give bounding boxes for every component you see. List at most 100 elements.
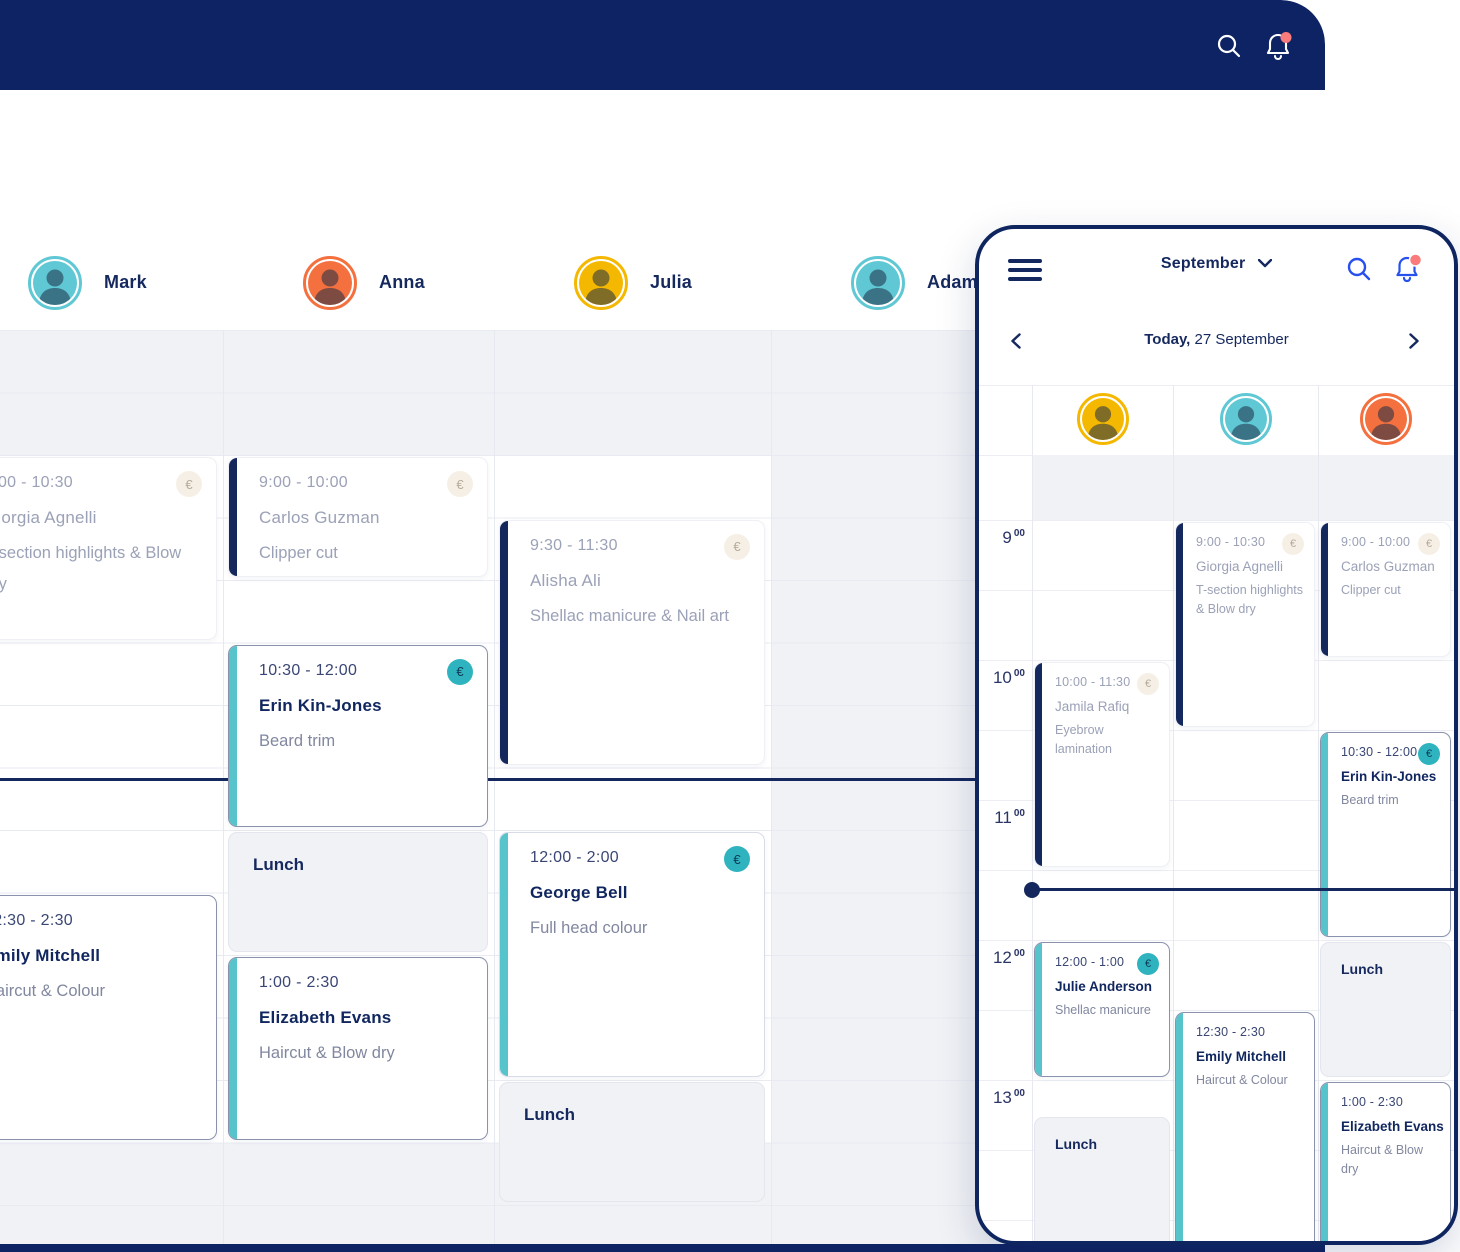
grid-line: [979, 1010, 1454, 1011]
avatar-ring: [851, 255, 905, 310]
appointment-service: Beard trim: [259, 731, 336, 750]
avatar: [303, 255, 357, 310]
bell-icon[interactable]: [1263, 31, 1293, 63]
appointment-card[interactable]: 12:00 - 2:00 George Bell Full head colour €: [499, 832, 765, 1077]
staff-column-header[interactable]: Anna: [303, 235, 425, 330]
mobile-calendar-app: September Today, 27 September 9 00 10 0: [979, 229, 1454, 1241]
closed-slot-band: [1032, 455, 1454, 520]
staff-column-header[interactable]: Mark: [28, 235, 147, 330]
appointment-color-bar: [1035, 663, 1042, 866]
avatar-ring: [303, 255, 357, 310]
appointment-service: Full head colour: [530, 919, 648, 937]
lunch-label: Lunch: [253, 855, 304, 874]
euro-price-icon: €: [447, 471, 473, 497]
mobile-date-navigation: Today, 27 September: [979, 325, 1454, 361]
appointment-client-name: Giorgia Agnelli: [0, 508, 97, 527]
grid-line: [979, 870, 1454, 871]
appointment-service: Haircut & Colour: [1196, 1073, 1288, 1087]
avatar-photo: [1365, 398, 1407, 440]
avatar-ring: [1360, 393, 1412, 445]
appointment-time: 1:00 - 2:30: [1341, 1095, 1403, 1109]
top-navigation-bar: [0, 0, 1325, 90]
euro-price-icon: €: [1282, 533, 1304, 555]
appointment-card[interactable]: 9:30 - 11:30 Alisha Ali Shellac manicure &…: [499, 519, 765, 765]
lunch-block[interactable]: Lunch: [1034, 1117, 1170, 1241]
appointment-card[interactable]: 10:30 - 12:00 Erin Kin-Jones Beard trim €: [1320, 732, 1451, 937]
hour-label: 9 00: [1002, 528, 1025, 547]
column-divider: [1032, 385, 1033, 1241]
bottom-bar: [0, 1244, 1325, 1252]
appointment-service: Shellac manicure & Nail art: [530, 606, 729, 625]
appointment-client-name: Erin Kin-Jones: [259, 695, 382, 715]
appointment-color-bar: [1321, 523, 1328, 656]
appointment-card[interactable]: 12:00 - 1:00 Julie Anderson Shellac manicu…: [1034, 942, 1170, 1077]
appointment-card[interactable]: 9:00 - 10:00 Carlos Guzman Clipper cut €: [228, 457, 488, 577]
column-divider: [1318, 385, 1319, 1241]
lunch-block[interactable]: Lunch: [499, 1082, 765, 1202]
appointment-card[interactable]: 9:00 - 10:00 Carlos Guzman Clipper cut €: [1320, 522, 1451, 657]
search-icon[interactable]: [1216, 33, 1242, 59]
avatar: [1360, 393, 1412, 445]
bell-icon[interactable]: [1391, 253, 1423, 285]
hamburger-menu-icon[interactable]: [1008, 259, 1042, 281]
appointment-service: T-section highlights & Blow dry: [0, 544, 182, 593]
appointment-time: 10:30 - 12:00: [1341, 745, 1418, 759]
appointment-card[interactable]: 10:30 - 12:00 Erin Kin-Jones Beard trim €: [228, 644, 488, 827]
mobile-date-label: Today, 27 September: [1144, 331, 1289, 348]
hour-label: 10 00: [992, 668, 1025, 687]
current-time-indicator: [1032, 888, 1454, 892]
next-day-chevron[interactable]: [1409, 333, 1419, 349]
lunch-label: Lunch: [524, 1105, 575, 1124]
appointment-client-name: Elizabeth Evans: [259, 1008, 392, 1027]
appointment-time: 12:30 - 2:30: [1196, 1025, 1266, 1039]
mobile-staff-avatar[interactable]: [1076, 393, 1129, 445]
mobile-device-frame: September Today, 27 September 9 00 10 0: [975, 225, 1458, 1245]
staff-column-header[interactable]: Julia: [574, 235, 692, 330]
previous-day-chevron[interactable]: [1011, 333, 1021, 349]
search-icon[interactable]: [1346, 256, 1372, 282]
staff-name: Anna: [379, 272, 425, 292]
euro-price-icon: €: [1418, 743, 1440, 765]
avatar-photo: [856, 260, 900, 305]
staff-name: Adam: [927, 272, 978, 292]
mobile-staff-avatar[interactable]: [1219, 393, 1272, 445]
appointment-card[interactable]: 9:00 - 10:30 Giorgia Agnelli T-section hig…: [0, 457, 217, 640]
appointment-card[interactable]: 10:00 - 11:30 Jamila Rafiq Eyebrow laminat…: [1034, 662, 1170, 867]
appointment-card[interactable]: 1:00 - 2:30 Elizabeth Evans Haircut & Blow…: [1320, 1082, 1451, 1241]
appointment-color-bar: [500, 833, 508, 1076]
grid-line: [979, 800, 1454, 801]
appointment-card[interactable]: 12:30 - 2:30 Emily Mitchell Haircut & Colo…: [1175, 1012, 1315, 1241]
appointment-card[interactable]: 12:30 - 2:30 Emily Mitchell Haircut & Colo…: [0, 894, 217, 1140]
avatar-photo: [1224, 398, 1267, 440]
avatar-photo: [308, 260, 352, 305]
appointment-color-bar: [1321, 1083, 1328, 1241]
euro-price-icon: €: [1418, 533, 1440, 555]
staff-name: Julia: [650, 272, 693, 292]
euro-price-icon: €: [1137, 673, 1159, 695]
euro-price-icon: €: [724, 533, 750, 560]
column-divider: [223, 330, 224, 1244]
avatar: [28, 255, 82, 310]
appointment-card[interactable]: 1:00 - 2:30 Elizabeth Evans Haircut & Blow…: [228, 957, 488, 1140]
appointment-client-name: Erin Kin-Jones: [1341, 769, 1437, 784]
appointment-client-name: Carlos Guzman: [1341, 559, 1435, 574]
lunch-block[interactable]: Lunch: [228, 832, 488, 952]
appointment-time: 9:30 - 11:30: [530, 536, 618, 554]
staff-column-header[interactable]: Adam: [851, 235, 978, 330]
appointment-color-bar: [1035, 943, 1042, 1076]
lunch-block[interactable]: Lunch: [1320, 942, 1451, 1077]
avatar-ring: [1219, 393, 1272, 445]
appointment-card[interactable]: 9:00 - 10:30 Giorgia Agnelli T-section hig…: [1175, 522, 1315, 727]
appointment-client-name: Emily Mitchell: [0, 945, 101, 965]
avatar-ring: [1076, 393, 1129, 445]
grid-line: [979, 940, 1454, 941]
mobile-staff-avatar[interactable]: [1360, 393, 1412, 445]
hour-label: 12 00: [992, 948, 1025, 967]
month-selector[interactable]: September: [979, 255, 1454, 273]
euro-price-icon: €: [1137, 953, 1159, 975]
appointment-color-bar: [1176, 523, 1183, 726]
appointment-time: 10:00 - 11:30: [1055, 675, 1131, 689]
appointment-time: 12:00 - 2:00: [530, 849, 619, 866]
current-time-dot: [1024, 881, 1040, 898]
avatar: [1076, 393, 1129, 445]
